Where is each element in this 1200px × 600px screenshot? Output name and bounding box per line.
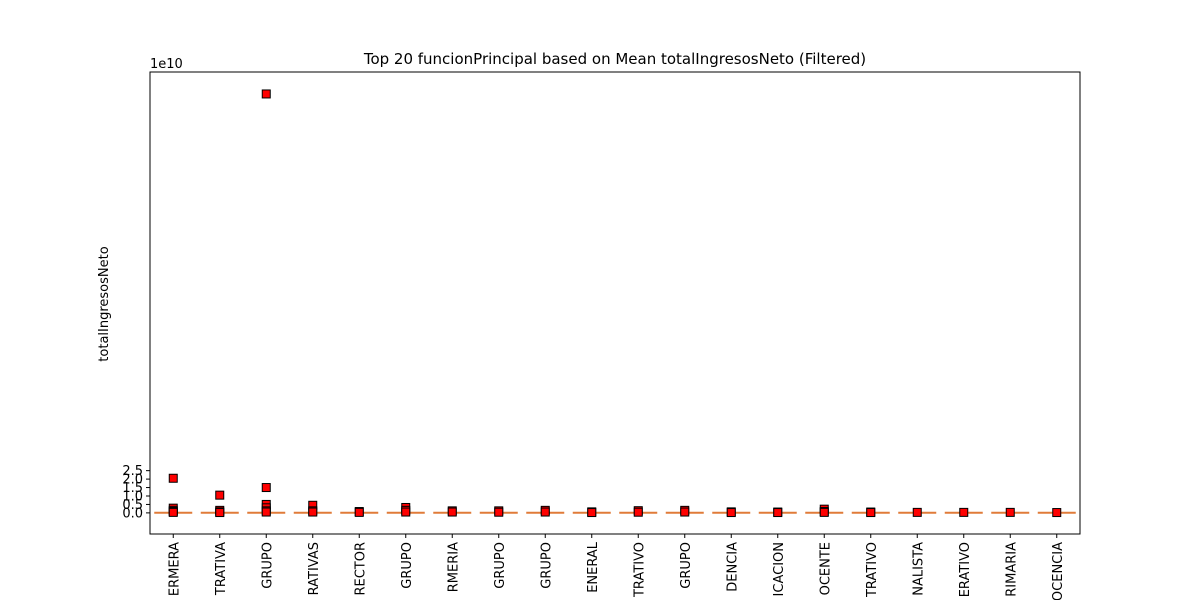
x-tick-label: TRATIVO (632, 542, 647, 598)
outlier-point (494, 507, 504, 517)
x-tick-label: OCENTE (818, 542, 833, 595)
y-tick-label: 0.0 (122, 506, 143, 521)
x-tick-label: GRUPO (539, 542, 554, 589)
outlier-point (215, 508, 225, 518)
x-tick-label: DENCIA (725, 542, 740, 592)
x-tick-label: RATIVAS (307, 542, 322, 595)
outlier-point (959, 507, 969, 517)
outlier-point (726, 508, 736, 518)
outlier-point (680, 507, 690, 517)
x-tick-label: ENERAL (586, 541, 601, 593)
outlier-point (819, 507, 829, 517)
outlier-point (215, 490, 225, 500)
outlier-point (1052, 508, 1062, 518)
y-tick-label: 2.0 (122, 473, 143, 488)
outlier-point (168, 473, 178, 483)
x-tick-label: GRUPO (493, 542, 508, 589)
y-offset-label: 1e10 (150, 57, 183, 72)
outlier-point (261, 507, 271, 517)
y-tick-label: 1.0 (122, 489, 143, 504)
y-axis-label: totalIngresosNeto (97, 246, 112, 361)
outlier-point (1005, 507, 1015, 517)
y-tick-label: 2.5 (122, 464, 143, 479)
x-tick-label: GRUPO (679, 542, 694, 589)
outlier-point (401, 507, 411, 517)
x-tick-label: RECTOR (353, 542, 368, 596)
outlier-point (587, 508, 597, 518)
outlier-point (308, 507, 318, 517)
outlier-point (866, 508, 876, 518)
chart-marks: 0.00.51.01.52.02.5 ERMERA TRATIVA GRUPO RATI… (122, 89, 1076, 600)
outlier-point (261, 483, 271, 493)
chart-title: Top 20 funcionPrincipal based on Mean to… (363, 50, 866, 68)
y-tick-label: 0.5 (122, 498, 143, 513)
x-tick-label: GRUPO (400, 542, 415, 589)
x-tick-label: ICACION (772, 542, 787, 596)
x-tick-label: TRATIVO (865, 542, 880, 598)
outlier-point (261, 89, 271, 99)
x-tick-label: ERMERA (167, 542, 182, 596)
x-tick-label: RMERIA (446, 542, 461, 592)
outlier-point (540, 507, 550, 517)
outlier-point (773, 508, 783, 518)
plot-frame (149, 71, 1081, 535)
outlier-point (354, 507, 364, 517)
x-tick-label: RIMARIA (1004, 542, 1019, 597)
x-tick-label: TRATIVA (214, 542, 229, 596)
x-tick-label: NALISTA (911, 542, 926, 596)
outlier-point (633, 507, 643, 517)
outlier-point (447, 507, 457, 517)
outlier-point (912, 507, 922, 517)
x-tick-label: GRUPO (260, 542, 275, 589)
x-tick-label: ERATIVO (958, 542, 973, 597)
y-tick-label: 1.5 (122, 481, 143, 496)
outlier-point (168, 507, 178, 517)
x-tick-label: OCENCIA (1051, 542, 1066, 600)
